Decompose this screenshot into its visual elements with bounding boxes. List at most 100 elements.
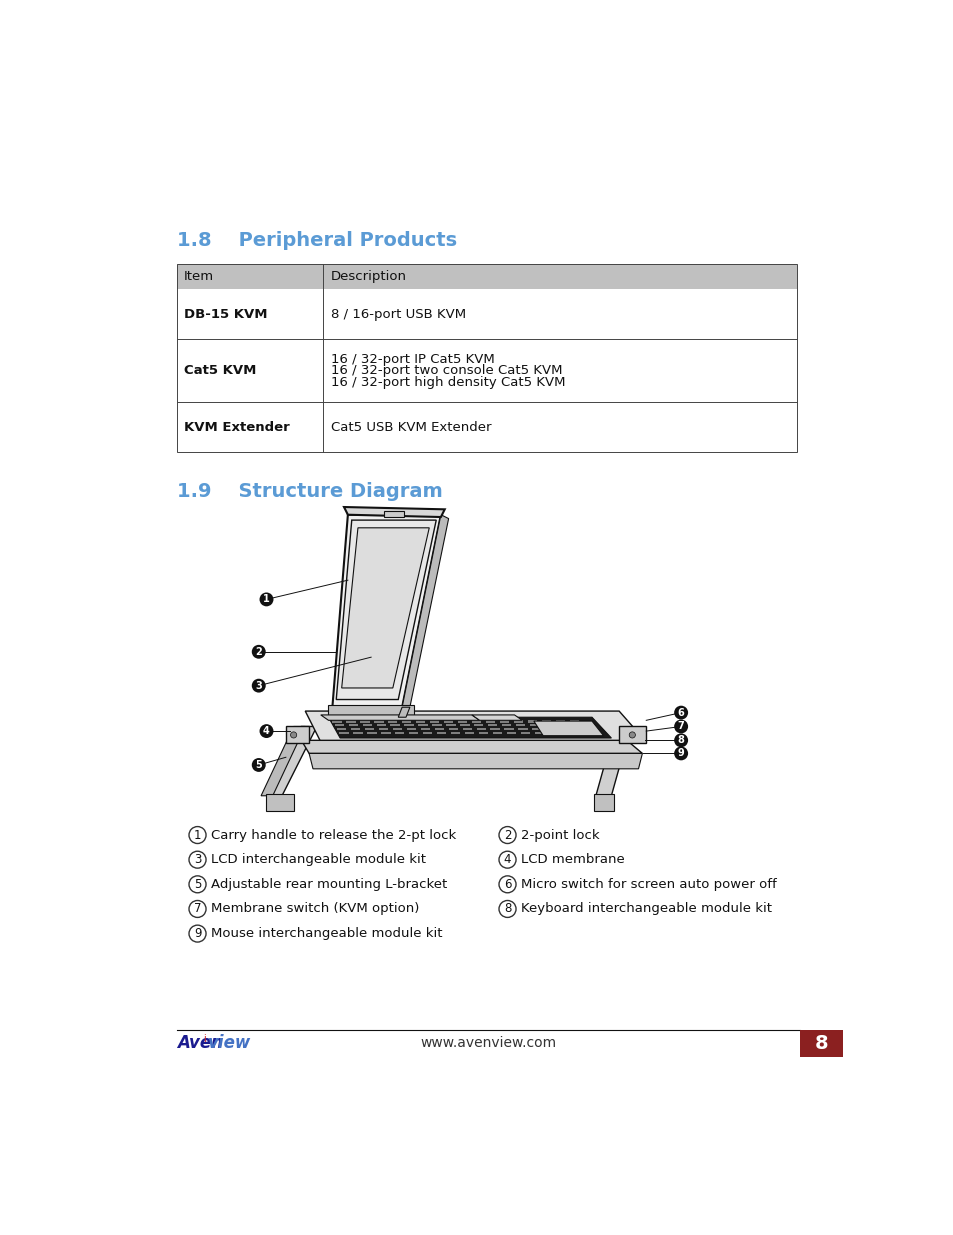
Bar [478, 732, 488, 734]
Bar [457, 720, 467, 722]
Bar [574, 727, 583, 730]
Bar [530, 724, 538, 726]
Bar [430, 720, 439, 722]
Bar [332, 720, 341, 722]
Text: 16 / 32-port high density Cat5 KVM: 16 / 32-port high density Cat5 KVM [331, 375, 565, 389]
Polygon shape [328, 718, 611, 739]
Bar [422, 732, 432, 734]
Bar [339, 732, 348, 734]
Text: Mouse interchangeable module kit: Mouse interchangeable module kit [211, 927, 442, 940]
Bar [459, 724, 469, 726]
Polygon shape [384, 511, 403, 517]
Bar [451, 732, 459, 734]
Bar [390, 724, 399, 726]
Bar [543, 724, 553, 726]
Bar [534, 732, 543, 734]
Bar [395, 732, 404, 734]
Circle shape [291, 732, 296, 739]
Bar [381, 732, 390, 734]
Bar [406, 727, 416, 730]
Bar [490, 727, 499, 730]
Text: 5: 5 [193, 878, 201, 890]
Bar [571, 724, 580, 726]
Circle shape [189, 851, 206, 868]
Text: 6: 6 [503, 878, 511, 890]
Bar [336, 727, 346, 730]
Bar [499, 720, 509, 722]
Circle shape [259, 593, 274, 606]
Text: 4: 4 [503, 853, 511, 866]
Bar [404, 724, 414, 726]
Circle shape [498, 851, 516, 868]
Bar [177, 264, 797, 452]
Bar [493, 732, 501, 734]
Polygon shape [594, 794, 613, 811]
Bar [800, 1030, 842, 1057]
Circle shape [189, 925, 206, 942]
Text: Description: Description [331, 270, 406, 283]
Bar [409, 732, 418, 734]
Bar [485, 720, 495, 722]
Bar [335, 724, 344, 726]
Bar [432, 724, 441, 726]
Bar [516, 724, 525, 726]
Text: 4: 4 [263, 726, 270, 736]
Bar [436, 732, 446, 734]
Bar [462, 727, 472, 730]
Circle shape [674, 734, 687, 747]
Circle shape [498, 900, 516, 918]
Bar [416, 720, 425, 722]
Text: 1: 1 [193, 829, 201, 841]
Bar [362, 724, 372, 726]
Circle shape [674, 705, 687, 720]
Text: Micro switch for screen auto power off: Micro switch for screen auto power off [520, 878, 776, 890]
Text: 16 / 32-port two console Cat5 KVM: 16 / 32-port two console Cat5 KVM [331, 364, 561, 377]
Bar [177, 264, 797, 289]
Bar [474, 724, 483, 726]
Text: 2: 2 [503, 829, 511, 841]
Text: DB-15 KVM: DB-15 KVM [183, 308, 267, 321]
Polygon shape [344, 508, 444, 517]
Bar [527, 720, 537, 722]
Bar [435, 727, 443, 730]
Circle shape [189, 876, 206, 893]
Bar [351, 727, 360, 730]
Polygon shape [618, 726, 645, 743]
Text: LCD membrane: LCD membrane [520, 853, 624, 866]
Bar [501, 724, 511, 726]
Bar [360, 720, 369, 722]
Bar [488, 724, 497, 726]
Bar [476, 727, 485, 730]
Bar [376, 724, 385, 726]
Circle shape [498, 876, 516, 893]
Text: Item: Item [183, 270, 213, 283]
Bar [562, 732, 571, 734]
Bar [367, 732, 376, 734]
Polygon shape [266, 726, 316, 795]
Text: 8: 8 [677, 735, 684, 746]
Polygon shape [341, 527, 429, 688]
Polygon shape [328, 705, 414, 718]
Text: 8: 8 [814, 1034, 827, 1053]
Polygon shape [320, 715, 479, 720]
Text: 7: 7 [677, 721, 684, 731]
Text: 8 / 16-port USB KVM: 8 / 16-port USB KVM [331, 308, 465, 321]
Circle shape [252, 679, 266, 693]
Bar [420, 727, 430, 730]
Text: KVM Extender: KVM Extender [183, 421, 289, 433]
Bar [558, 724, 567, 726]
Bar [517, 727, 527, 730]
Text: 16 / 32-port IP Cat5 KVM: 16 / 32-port IP Cat5 KVM [331, 353, 494, 366]
Polygon shape [286, 726, 309, 743]
Text: 7: 7 [193, 903, 201, 915]
Circle shape [252, 645, 266, 658]
Text: Cat5 KVM: Cat5 KVM [183, 364, 255, 377]
Polygon shape [261, 726, 305, 795]
Polygon shape [301, 740, 641, 753]
Text: Adjustable rear mounting L-bracket: Adjustable rear mounting L-bracket [211, 878, 447, 890]
Bar [506, 732, 516, 734]
Bar [346, 720, 355, 722]
Text: view: view [208, 1034, 252, 1052]
Polygon shape [335, 520, 436, 699]
Bar [388, 720, 397, 722]
